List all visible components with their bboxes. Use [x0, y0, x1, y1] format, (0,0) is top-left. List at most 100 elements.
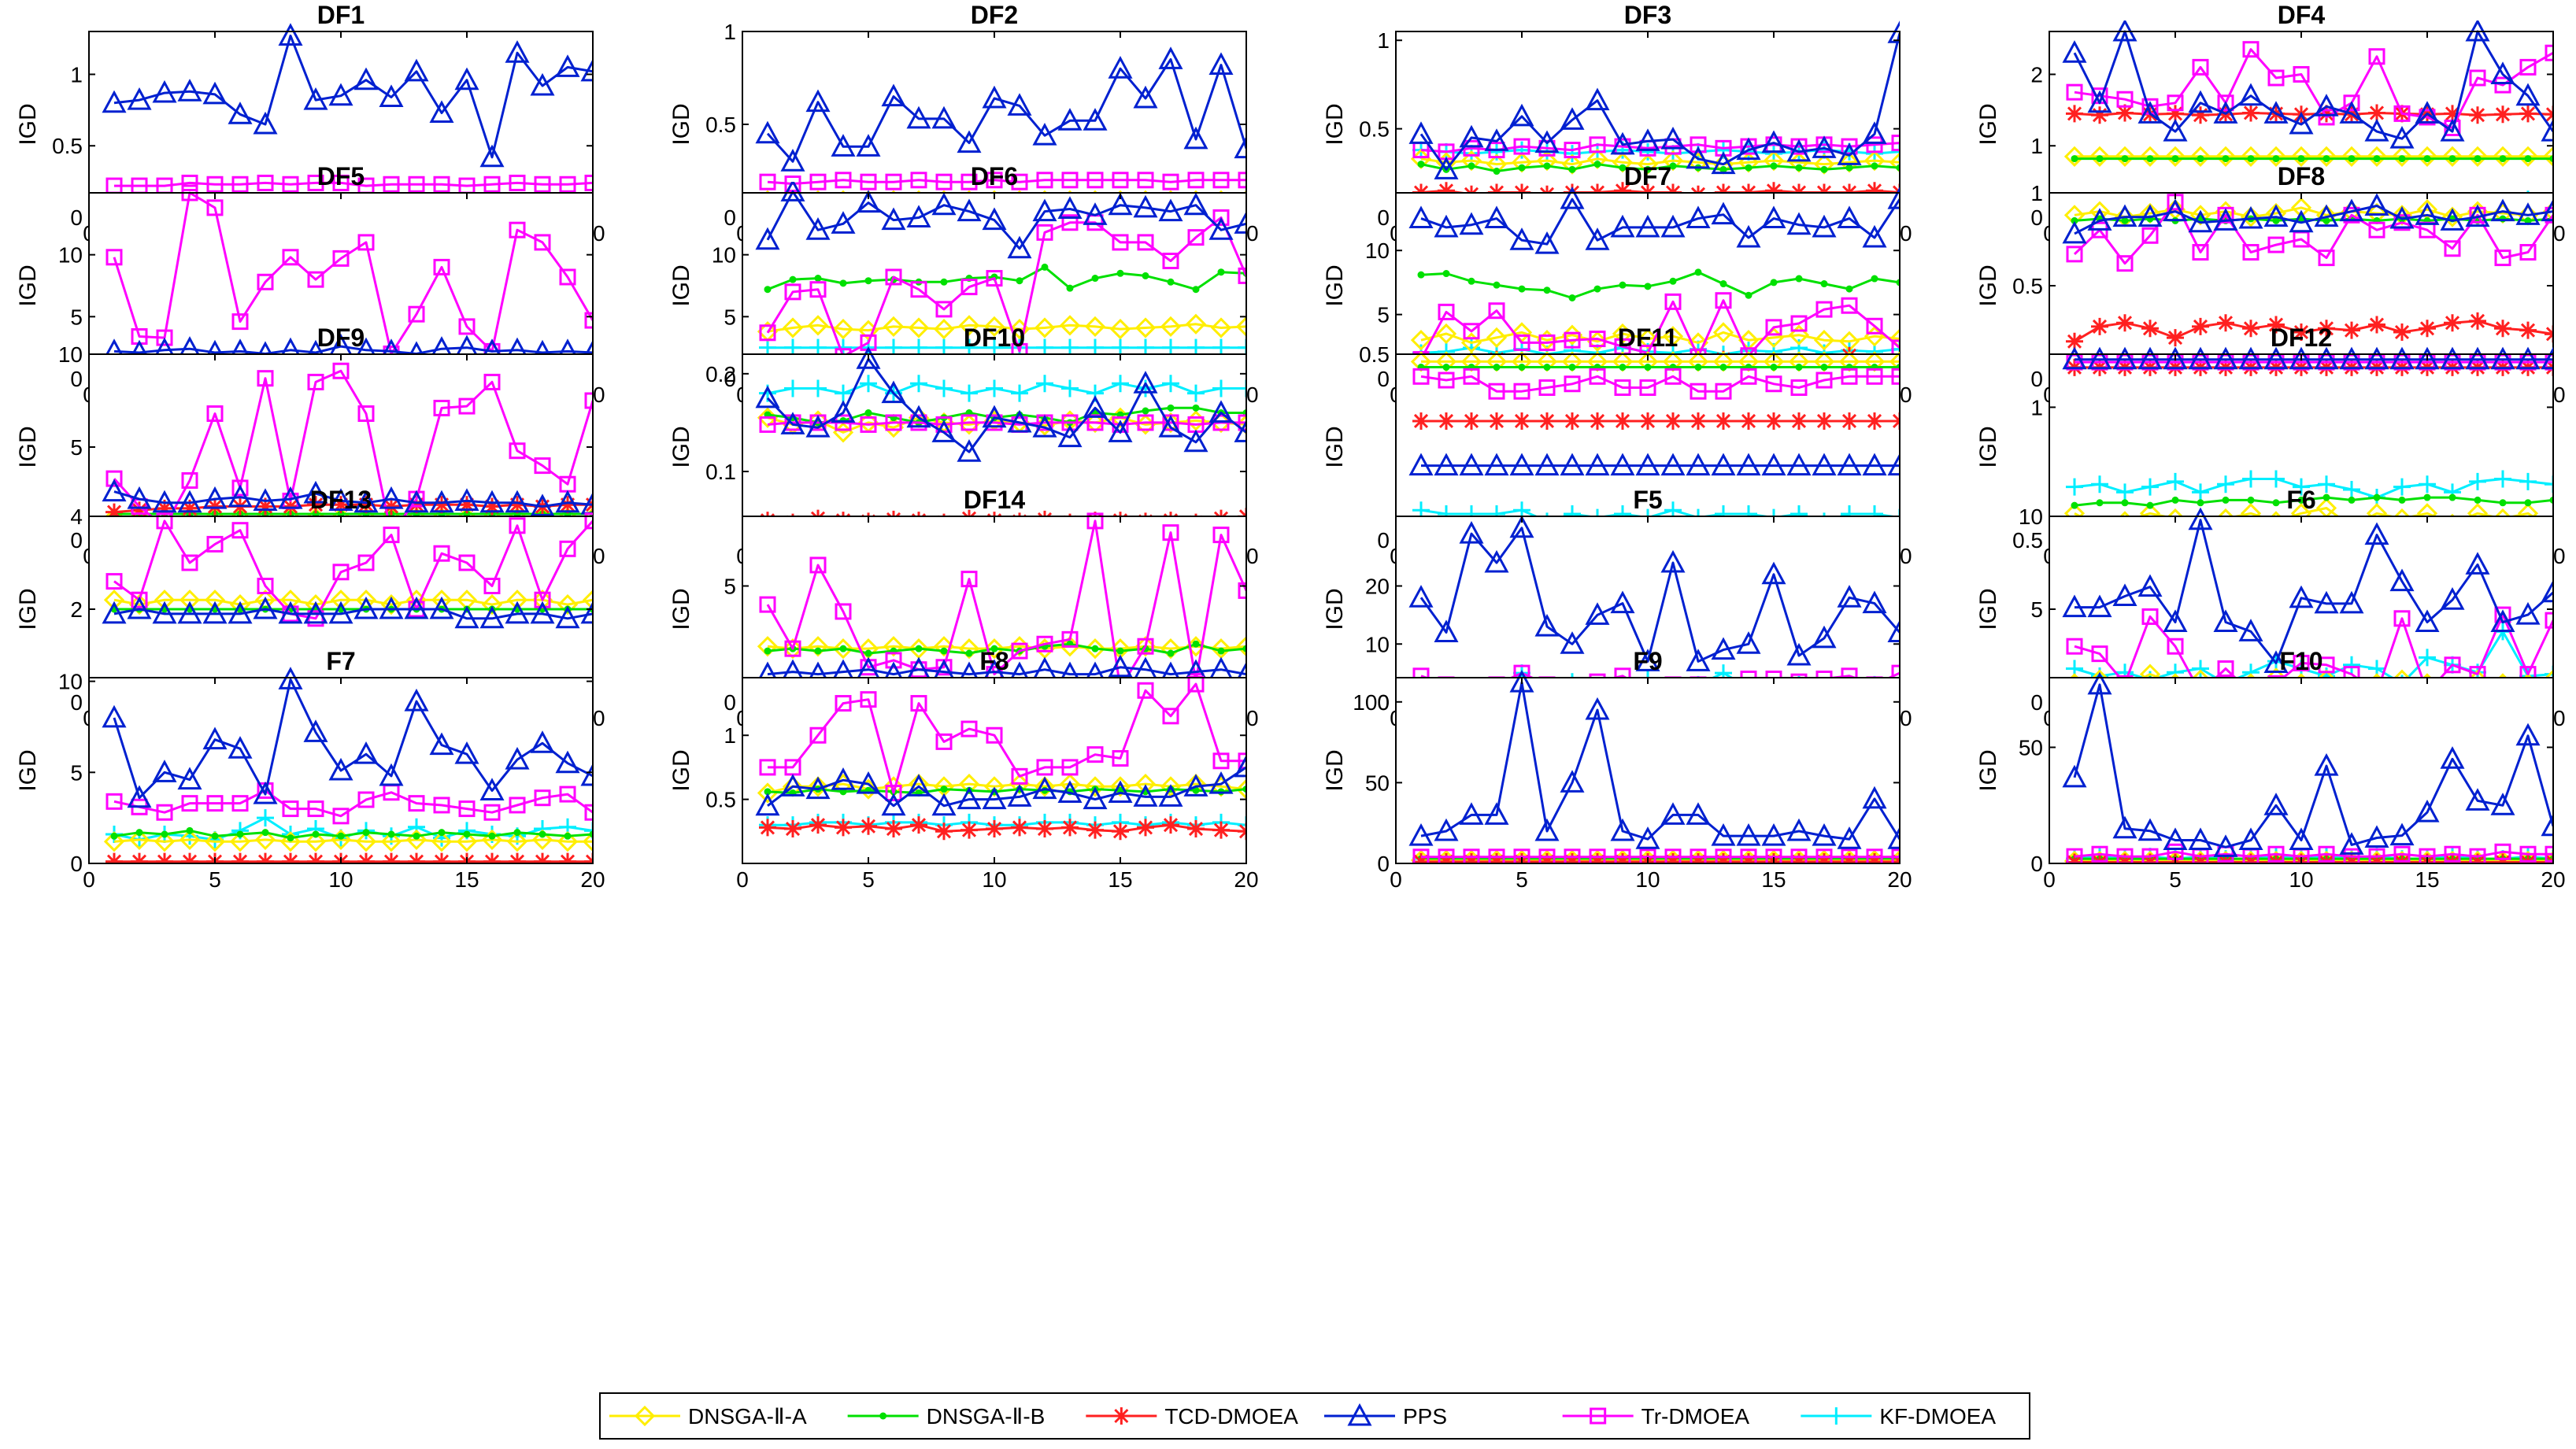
- data-point: [1534, 453, 1560, 476]
- data-point: [202, 601, 228, 624]
- data-point: [1887, 453, 1900, 476]
- data-point: [1109, 776, 1131, 797]
- data-point: [127, 486, 152, 509]
- data-point: [102, 704, 127, 728]
- data-point: [353, 741, 379, 764]
- data-point: [1564, 331, 1581, 349]
- data-point: [1162, 816, 1179, 834]
- data-point: [1036, 375, 1053, 393]
- data-point: [282, 497, 299, 516]
- series-line-dnsga-b: [1420, 163, 1900, 173]
- data-point: [2389, 126, 2415, 149]
- data-point: [1745, 291, 1752, 299]
- data-point: [1866, 848, 1883, 863]
- y-tick-label: 50: [2019, 736, 2043, 760]
- data-point: [807, 636, 829, 657]
- data-point: [1032, 123, 1057, 146]
- data-point: [1715, 848, 1732, 863]
- data-point: [2141, 478, 2159, 496]
- data-point: [1815, 301, 1833, 318]
- x-tick-label: 5: [1516, 867, 1528, 892]
- data-point: [128, 829, 150, 851]
- data-point: [935, 379, 953, 397]
- data-point: [1686, 453, 1711, 476]
- data-point: [555, 54, 580, 77]
- data-point: [332, 250, 350, 267]
- data-point: [1192, 640, 1200, 648]
- subplot-title: F7: [326, 647, 355, 675]
- y-tick-label: 20: [1365, 575, 1390, 599]
- data-point: [2289, 346, 2314, 370]
- x-tick-label: 15: [454, 867, 479, 892]
- data-point: [1593, 285, 1601, 293]
- data-point: [2364, 346, 2389, 370]
- data-point: [228, 736, 253, 759]
- data-point: [307, 496, 324, 514]
- data-point: [1061, 214, 1079, 231]
- data-point: [332, 362, 350, 379]
- data-point: [231, 852, 249, 863]
- data-point: [2318, 656, 2335, 674]
- data-point: [509, 442, 526, 460]
- y-axis-label: IGD: [1975, 426, 2001, 468]
- data-point: [2096, 499, 2104, 507]
- data-point: [1134, 317, 1157, 338]
- data-point: [1137, 234, 1154, 251]
- data-point: [1866, 182, 1883, 200]
- y-tick-label: 1: [2030, 181, 2043, 205]
- y-tick-label: 0: [1377, 205, 1390, 230]
- data-point: [186, 826, 194, 834]
- data-point: [253, 781, 278, 804]
- data-point: [458, 554, 476, 571]
- data-point: [1635, 826, 1660, 849]
- data-point: [2469, 472, 2486, 490]
- data-point: [1412, 848, 1430, 863]
- data-point: [1740, 412, 1757, 430]
- data-point: [2515, 723, 2541, 746]
- data-point: [1765, 319, 1782, 336]
- series-line-pps: [113, 34, 593, 159]
- data-point: [1786, 818, 1812, 841]
- data-point: [1765, 412, 1782, 430]
- data-point: [831, 767, 856, 790]
- data-point: [807, 776, 829, 797]
- series-line-tr-dmoea: [768, 682, 1246, 794]
- y-tick-label: 0: [1377, 852, 1390, 876]
- y-tick-label: 0: [2030, 690, 2043, 715]
- data-point: [1589, 331, 1606, 348]
- data-point: [488, 832, 496, 840]
- data-point: [1614, 852, 1631, 863]
- data-point: [1083, 108, 1108, 131]
- data-point: [1639, 379, 1656, 396]
- data-point: [2114, 146, 2136, 167]
- data-point: [2189, 205, 2211, 226]
- data-point: [1083, 786, 1108, 810]
- data-point: [1639, 142, 1656, 161]
- data-point: [2494, 470, 2511, 488]
- data-point: [534, 234, 551, 251]
- x-tick-label: 10: [328, 867, 353, 892]
- data-point: [1217, 647, 1225, 655]
- series-line-pps: [113, 678, 593, 800]
- data-point: [2192, 483, 2209, 501]
- data-point: [353, 490, 379, 513]
- data-point: [2238, 83, 2263, 106]
- data-point: [1715, 852, 1732, 863]
- legend: DNSGA-Ⅱ-A DNSGA-Ⅱ-B TCD-DMOEA PPS Tr-DMOEA KF…: [599, 1392, 2030, 1440]
- y-axis-label: IGD: [1322, 749, 1348, 791]
- data-point: [1534, 613, 1560, 637]
- data-point: [2063, 146, 2086, 167]
- data-point: [458, 800, 476, 818]
- data-point: [2267, 845, 2285, 863]
- x-tick-label: 0: [736, 867, 749, 892]
- data-point: [1887, 826, 1900, 849]
- data-point: [380, 831, 402, 852]
- data-point: [960, 821, 978, 839]
- data-point: [1463, 412, 1480, 430]
- data-point: [1765, 182, 1782, 200]
- data-point: [1560, 453, 1585, 476]
- data-point: [408, 795, 425, 812]
- data-point: [906, 205, 931, 227]
- data-point: [1712, 322, 1734, 343]
- data-point: [580, 763, 593, 786]
